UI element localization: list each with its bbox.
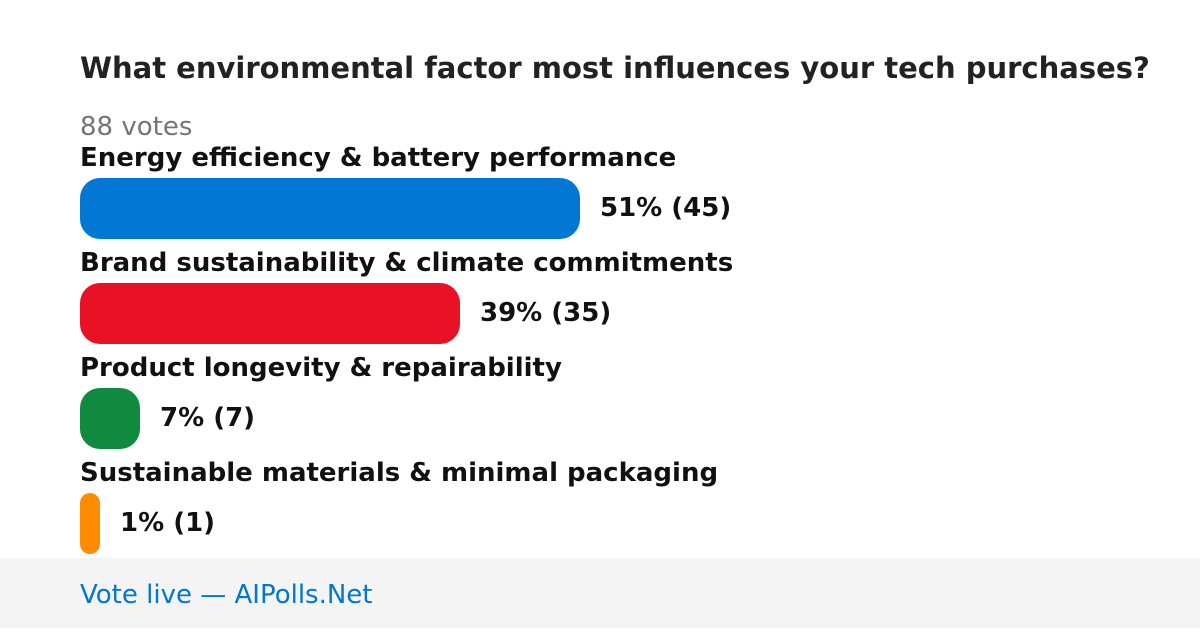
option-label: Energy efficiency & battery performance — [80, 143, 677, 173]
poll-option: Product longevity & repairability 7% (7) — [80, 353, 1180, 458]
result-bar — [80, 388, 140, 449]
vote-live-link[interactable]: Vote live — AIPolls.Net — [80, 580, 373, 610]
poll-option: Energy efficiency & battery performance 5… — [80, 143, 1180, 248]
option-label: Product longevity & repairability — [80, 353, 562, 383]
poll-option: Sustainable materials & minimal packagin… — [80, 458, 1180, 563]
result-value: 51% (45) — [600, 193, 732, 223]
option-label: Sustainable materials & minimal packagin… — [80, 458, 719, 488]
result-bar — [80, 493, 100, 554]
option-label: Brand sustainability & climate commitmen… — [80, 248, 734, 278]
result-value: 1% (1) — [120, 508, 216, 538]
poll-question: What environmental factor most influence… — [80, 51, 1150, 85]
poll-option: Brand sustainability & climate commitmen… — [80, 248, 1180, 353]
result-value: 39% (35) — [480, 298, 612, 328]
result-value: 7% (7) — [160, 403, 256, 433]
result-bar — [80, 283, 460, 344]
result-bar — [80, 178, 580, 239]
vote-count: 88 votes — [80, 112, 193, 142]
footer: Vote live — AIPolls.Net — [0, 558, 1200, 628]
